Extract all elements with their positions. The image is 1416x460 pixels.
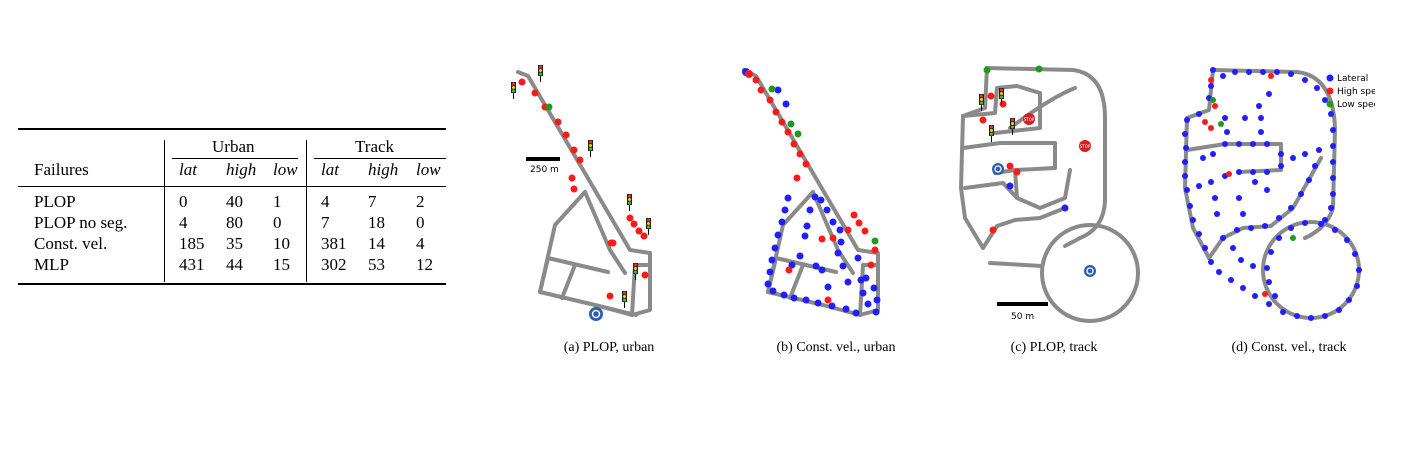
legend-lateral-marker <box>1326 74 1334 82</box>
traffic-light-icon <box>999 88 1004 105</box>
traffic-light-icon <box>979 94 984 111</box>
traffic-light-icon <box>1010 118 1015 135</box>
cell: 0 <box>273 213 282 232</box>
row-label: PLOP no seg. <box>34 213 128 232</box>
traffic-light-icon <box>588 140 593 157</box>
stop-sign-icon: STOP <box>1079 140 1091 152</box>
table-top-rule <box>18 128 446 130</box>
roundabout-icon <box>589 307 603 321</box>
subheader-high-urban: high <box>226 160 257 179</box>
row-label: Const. vel. <box>34 234 108 253</box>
legend-high-speed: High speed <box>1337 87 1375 97</box>
stop-sign-text: STOP <box>1024 117 1035 122</box>
cell: 14 <box>368 234 385 253</box>
cell: 18 <box>368 213 385 232</box>
table-mid-rule <box>18 186 446 187</box>
caption-b: (b) Const. vel., urban <box>776 340 896 355</box>
group-header-urban: Urban <box>212 137 255 156</box>
caption-a: (a) PLOP, urban <box>563 340 655 355</box>
lateral-points <box>742 68 881 317</box>
failures-table: Urban Track Failures lat high low lat hi… <box>18 128 446 286</box>
cell: 7 <box>321 213 330 232</box>
roundabout-icon <box>1084 265 1096 277</box>
high-speed-points <box>745 70 879 304</box>
traffic-light-icon <box>989 125 994 142</box>
cell: 4 <box>321 192 330 211</box>
cell: 302 <box>321 255 347 274</box>
table-vline-2 <box>306 140 307 282</box>
caption-c: (c) PLOP, track <box>1010 340 1098 355</box>
row-label: MLP <box>34 255 69 274</box>
cell: 53 <box>368 255 385 274</box>
road-network <box>959 66 1140 323</box>
traffic-light-icon <box>627 194 632 211</box>
low-speed-points <box>983 65 1043 74</box>
stop-sign-icon: STOP <box>1023 113 1035 125</box>
high-speed-points <box>979 92 1021 234</box>
caption-d: (d) Const. vel., track <box>1231 340 1347 355</box>
cell: 4 <box>179 213 188 232</box>
cell: 40 <box>226 192 243 211</box>
table-vline-1 <box>164 140 165 282</box>
lateral-points <box>1182 67 1362 321</box>
traffic-light-icon <box>646 218 651 235</box>
urban-underline <box>172 158 298 159</box>
legend-low-speed: Low speed <box>1337 100 1375 110</box>
legend-high-speed-marker <box>1326 87 1334 95</box>
row-header: Failures <box>34 160 89 179</box>
traffic-light-icon <box>511 82 516 99</box>
traffic-light-icon <box>633 263 638 280</box>
cell: 12 <box>416 255 433 274</box>
cell: 35 <box>226 234 243 253</box>
cell: 7 <box>368 192 377 211</box>
row-label: PLOP <box>34 192 76 211</box>
subheader-low-urban: low <box>273 160 298 179</box>
legend: Lateral High speed Low speed <box>1326 74 1375 110</box>
cell: 80 <box>226 213 243 232</box>
legend-lateral: Lateral <box>1337 74 1368 84</box>
scale-label: 250 m <box>530 165 559 175</box>
cell: 10 <box>273 234 290 253</box>
subheader-lat-track: lat <box>321 160 339 179</box>
figure-b-map <box>742 68 881 317</box>
legend-low-speed-marker <box>1326 100 1334 108</box>
roundabout-icon <box>992 163 1004 175</box>
cell: 381 <box>321 234 347 253</box>
table-bottom-rule <box>18 283 446 285</box>
figure-a-map: 250 m <box>511 65 652 321</box>
traffic-light-icon <box>538 65 543 82</box>
figure-d-map: Lateral High speed Low speed <box>1182 67 1375 321</box>
subheader-high-track: high <box>368 160 399 179</box>
cell: 0 <box>416 213 425 232</box>
traffic-light-icon <box>622 291 627 308</box>
cell: 431 <box>179 255 205 274</box>
cell: 0 <box>179 192 188 211</box>
cell: 15 <box>273 255 290 274</box>
low-speed-points <box>768 85 879 245</box>
subheader-lat-urban: lat <box>179 160 197 179</box>
cell: 1 <box>273 192 282 211</box>
subheader-low-track: low <box>416 160 441 179</box>
lateral-points <box>1006 182 1069 212</box>
figure-c-map: STOP STOP 50 m <box>959 65 1140 323</box>
cell: 44 <box>226 255 243 274</box>
stop-sign-text: STOP <box>1080 144 1091 149</box>
road-network <box>516 70 652 317</box>
low-speed-point <box>545 103 553 111</box>
road-network <box>742 68 880 317</box>
low-speed-points <box>1210 97 1296 241</box>
group-header-track: Track <box>355 137 395 156</box>
scale-label: 50 m <box>1011 312 1034 322</box>
cell: 2 <box>416 192 425 211</box>
track-underline <box>314 158 446 159</box>
cell: 185 <box>179 234 205 253</box>
high-speed-points <box>1202 73 1274 297</box>
cell: 4 <box>416 234 425 253</box>
